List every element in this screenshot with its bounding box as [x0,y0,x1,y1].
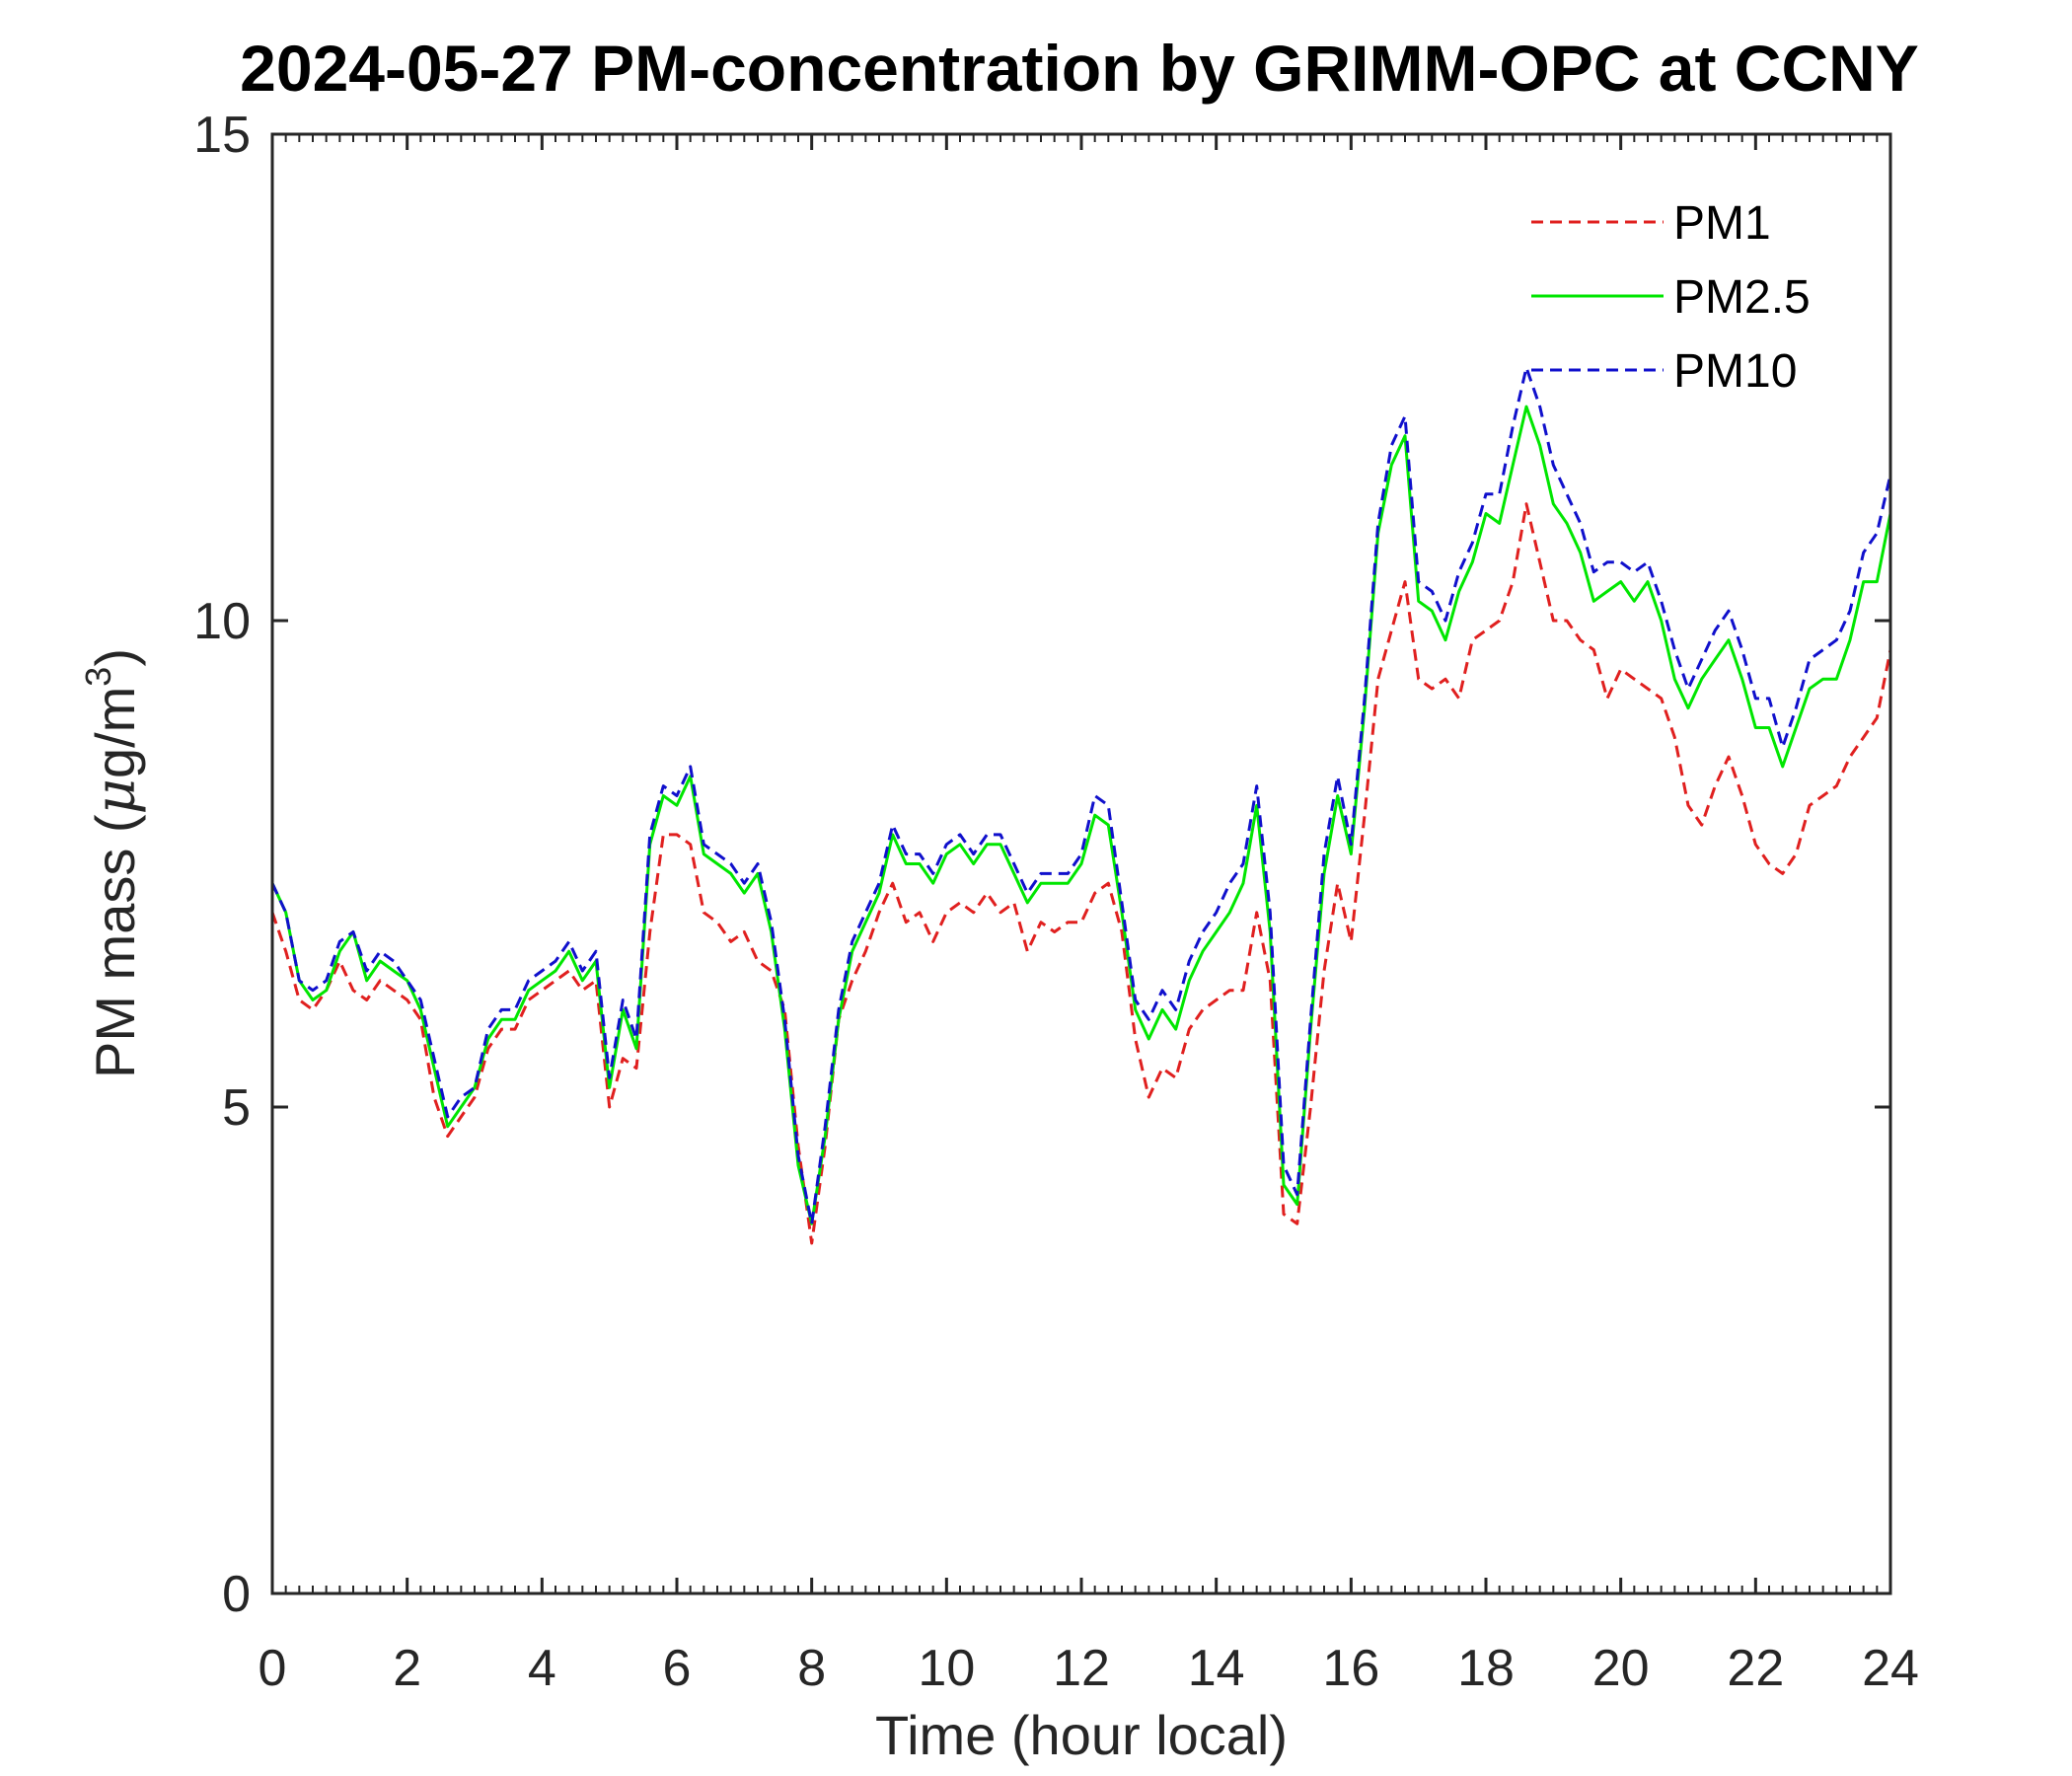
x-tick-label: 6 [663,1640,692,1697]
series-layer [270,366,1892,1245]
series-line-pm2-5 [270,405,1892,1225]
y-axis-label-superscript: 3 [78,667,118,687]
y-axis-label-mu: μ [84,778,148,814]
x-tick-label: 24 [1862,1640,1919,1697]
x-tick-label: 20 [1592,1640,1650,1697]
y-tick-label: 15 [193,107,251,164]
legend-label-pm1: PM1 [1673,197,1771,250]
x-tick-label: 8 [797,1640,826,1697]
x-tick-label: 4 [528,1640,556,1697]
y-axis-label-suffix: ) [84,648,146,667]
y-axis-label-unit: g/m [84,687,146,778]
x-tick-label: 18 [1457,1640,1515,1697]
legend-label-pm2-5: PM2.5 [1673,271,1811,324]
x-tick-label: 14 [1188,1640,1245,1697]
ticks-layer [270,132,1892,1595]
legend-label-pm10: PM10 [1673,345,1797,398]
x-axis-label: Time (hour local) [875,1704,1288,1766]
y-axis-label-prefix: PM mass ( [84,814,146,1078]
y-tick-label: 5 [222,1079,251,1137]
chart-title: 2024-05-27 PM-concentration by GRIMM-OPC… [240,32,1919,105]
x-tick-label: 12 [1053,1640,1110,1697]
legend: PM1 PM2.5 PM10 [1531,197,1811,398]
y-tick-label: 0 [222,1566,251,1623]
x-tick-label: 16 [1322,1640,1379,1697]
series-line-pm10 [270,366,1892,1225]
y-tick-label: 10 [193,593,251,650]
x-tick-label: 22 [1727,1640,1784,1697]
x-tick-label: 2 [393,1640,421,1697]
x-tick-label: 0 [259,1640,287,1697]
y-axis-label: PM mass (μg/m3) [78,648,148,1078]
x-tick-label: 10 [918,1640,975,1697]
